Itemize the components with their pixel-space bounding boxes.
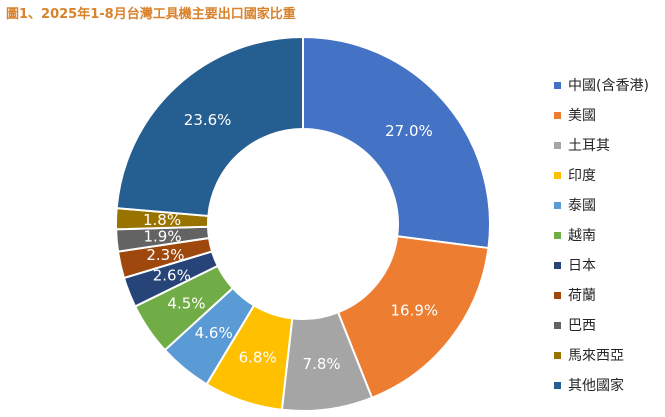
legend-swatch — [554, 351, 561, 359]
slice-1 — [302, 35, 491, 250]
legend-item-5: 泰國 — [554, 190, 649, 220]
legend-label: 巴西 — [568, 318, 596, 334]
chart-title: 圖1、2025年1-8月台灣工具機主要出口國家比重 — [6, 7, 296, 22]
legend-swatch — [554, 381, 561, 389]
legend-item-7: 日本 — [554, 250, 649, 280]
legend-item-3: 土耳其 — [554, 130, 649, 160]
slice-11 — [115, 35, 304, 218]
legend-item-4: 印度 — [554, 160, 649, 190]
data-label-6: 4.5% — [167, 294, 205, 312]
legend-label: 馬來西亞 — [568, 348, 624, 364]
legend-label: 其他國家 — [568, 378, 624, 394]
data-label-5: 4.6% — [195, 324, 233, 342]
legend-swatch — [554, 321, 561, 329]
data-labels: 27.0% 16.9% 7.8% 6.8% 4.6% 4.5% 2.6% 2.3%1.9%1.… — [143, 111, 438, 373]
legend-swatch — [554, 171, 561, 179]
legend-swatch — [554, 201, 561, 209]
legend-swatch — [554, 261, 561, 269]
legend-swatch — [554, 141, 561, 149]
donut-slices — [115, 35, 491, 412]
legend-item-1: 中國(含香港) — [554, 70, 649, 100]
legend-label: 中國(含香港) — [568, 78, 649, 94]
legend-item-2: 美國 — [554, 100, 649, 130]
slice-2 — [336, 235, 490, 400]
legend-label: 越南 — [568, 228, 596, 244]
legend-label: 荷蘭 — [568, 288, 596, 304]
data-label-1: 27.0% — [385, 122, 433, 140]
data-label-8: 2.3% — [146, 246, 184, 264]
legend-swatch — [554, 291, 561, 299]
data-label-3: 7.8% — [303, 355, 341, 373]
legend: 中國(含香港) 美國土耳其印度泰國越南日本荷蘭巴西馬來西亞其他國家 — [554, 70, 649, 400]
data-label-7: 2.6% — [153, 267, 191, 285]
legend-label: 泰國 — [568, 198, 596, 214]
data-label-4: 6.8% — [239, 349, 277, 367]
legend-label: 日本 — [568, 258, 596, 274]
data-label-9: 1.9% — [143, 227, 181, 245]
legend-item-9: 巴西 — [554, 310, 649, 340]
legend-label: 印度 — [568, 168, 596, 184]
data-label-11: 23.6% — [184, 111, 232, 129]
data-label-10: 1.8% — [143, 211, 181, 229]
legend-item-8: 荷蘭 — [554, 280, 649, 310]
legend-item-11: 其他國家 — [554, 370, 649, 400]
legend-item-10: 馬來西亞 — [554, 340, 649, 370]
data-label-2: 16.9% — [390, 302, 438, 320]
legend-swatch — [554, 111, 561, 119]
legend-item-6: 越南 — [554, 220, 649, 250]
legend-label: 土耳其 — [568, 138, 610, 154]
legend-swatch — [554, 81, 561, 89]
legend-label: 美國 — [568, 108, 596, 124]
legend-swatch — [554, 231, 561, 239]
